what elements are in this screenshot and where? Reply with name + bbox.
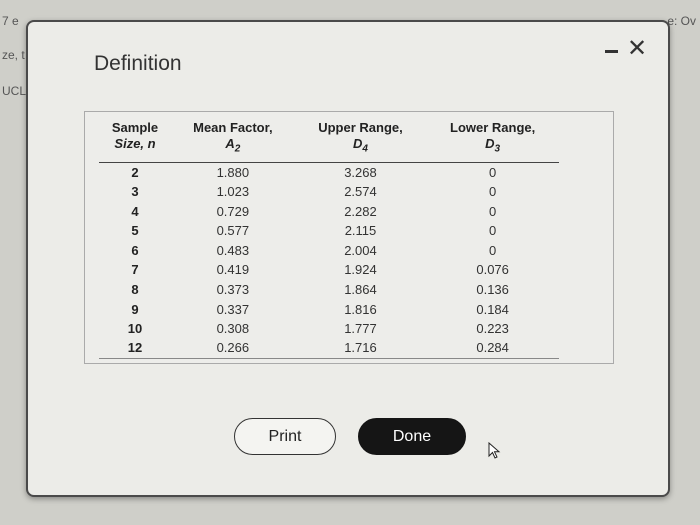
factor-cell: 1.864 [344,281,377,297]
table-row: 8 0.373 1.864 0.136 [99,280,559,300]
factor-cell: 1.023 [216,183,250,199]
sample-size-cell: 6 [131,242,139,258]
column-header-symbol: A2 [225,136,241,155]
factor-cell: 2.574 [344,183,377,199]
factor-cell: 0 [489,164,497,180]
factor-cell: 2.004 [344,242,377,258]
factor-cell: 1.816 [344,301,377,317]
factor-cell: 2.115 [344,223,377,239]
table-row: 12 0.266 1.716 0.284 [99,338,559,359]
print-button[interactable]: Print [234,418,336,455]
mouse-pointer-icon [488,442,501,459]
factor-cell: 0.184 [476,301,509,317]
table-row: 2 1.880 3.268 0 [99,162,559,182]
table-header-row: Sample Size, n Mean Factor, A2 Upper Range, D… [99,118,559,163]
column-header: Sample Size, n [99,118,171,163]
column-header-symbol: D3 [485,136,501,155]
factor-cell: 0.223 [476,321,509,337]
column-header-label: Sample [111,120,159,135]
factor-cell: 1.777 [344,321,377,337]
factor-cell: 3.268 [344,164,377,180]
factor-cell: 0.483 [216,242,250,258]
factor-cell: 0.729 [216,203,250,219]
sample-size-cell: 3 [131,183,139,199]
background-text-fragment: e: Ov [667,14,696,28]
factor-cell: 2.282 [344,203,377,219]
factor-cell: 0 [489,203,497,219]
factor-cell: 1.880 [216,164,250,180]
table-row: 10 0.308 1.777 0.223 [99,319,559,339]
sample-size-cell: 10 [127,321,143,337]
factor-cell: 0 [489,183,497,199]
factor-cell: 0 [489,223,497,239]
factor-cell: 0 [489,242,497,258]
minimize-icon[interactable] [600,40,622,62]
table-row: 4 0.729 2.282 0 [99,201,559,221]
column-header: Lower Range, D3 [426,118,559,163]
sample-size-cell: 9 [131,301,139,317]
sample-size-cell: 12 [99,338,171,359]
column-header-symbol: D4 [353,136,368,155]
column-header: Upper Range, D4 [294,118,427,163]
factor-cell: 0.337 [216,301,250,317]
sample-size-cell: 8 [131,281,139,297]
column-header-label: Upper Range, [318,120,403,135]
table-row: 3 1.023 2.574 0 [99,182,559,202]
table-row: 6 0.483 2.004 0 [99,240,559,260]
table-body: 2 1.880 3.268 0 3 1.023 2.574 0 4 0.729 2.282 0 5 0.5… [99,162,559,359]
sample-size-cell: 4 [131,203,139,219]
factor-cell: 1.716 [294,338,427,359]
column-header-label: Lower Range, [450,120,536,135]
background-text-fragment: UCL [2,84,27,98]
factor-cell: 0.284 [426,338,559,359]
column-header-symbol: Size, n [114,136,156,151]
column-header: Mean Factor, A2 [171,118,295,163]
factor-cell: 0.373 [216,281,250,297]
close-icon[interactable]: ✕ [626,35,648,62]
column-header-label: Mean Factor, [193,120,273,135]
background-text-fragment: ze, t [2,48,25,62]
control-chart-factors-table: Sample Size, n Mean Factor, A2 Upper Range, D… [99,118,559,359]
table-row: 9 0.337 1.816 0.184 [99,299,559,319]
table-row: 5 0.577 2.115 0 [99,221,559,241]
table-row: 7 0.419 1.924 0.076 [99,260,559,280]
factor-cell: 1.924 [344,262,377,278]
sample-size-cell: 2 [131,164,139,180]
definition-dialog: Definition ✕ Sample Size, n Mean Factor, A2… [26,20,670,497]
factor-cell: 0.076 [476,262,509,278]
factor-cell: 0.308 [216,321,250,337]
control-chart-factors-table-panel: Sample Size, n Mean Factor, A2 Upper Range, D… [84,111,614,364]
sample-size-cell: 5 [131,223,139,239]
dialog-title: Definition [94,52,182,75]
factor-cell: 0.419 [216,262,250,278]
factor-cell: 0.266 [171,338,295,359]
done-button[interactable]: Done [358,418,466,455]
sample-size-cell: 7 [131,262,139,278]
background-text-fragment: 7 e [2,14,19,28]
factor-cell: 0.136 [476,281,509,297]
factor-cell: 0.577 [216,223,250,239]
